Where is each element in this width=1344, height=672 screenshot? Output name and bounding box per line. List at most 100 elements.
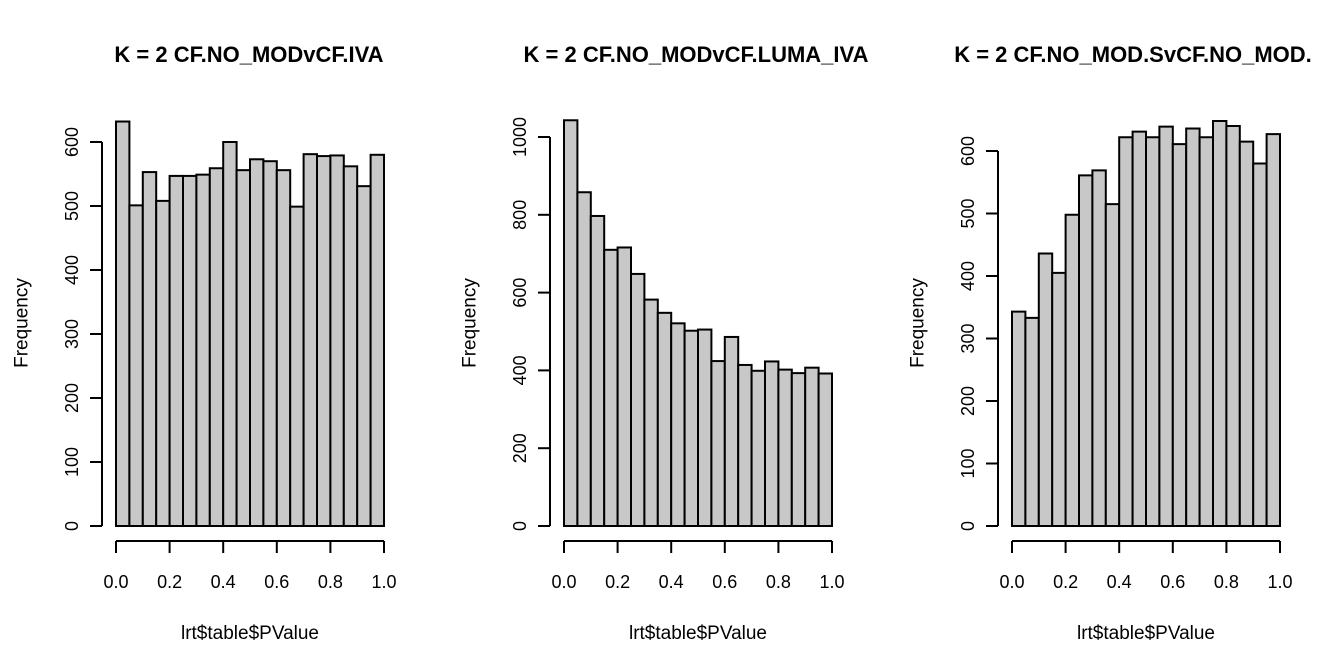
histogram-bar [603,248,619,527]
histogram-bar [817,372,833,527]
x-axis-label: lrt$table$PValue [1077,623,1215,644]
histogram-bar [222,141,238,527]
x-tick-label: 0.4 [1107,572,1132,592]
histogram-bar [670,322,686,527]
chart-title: K = 2 CF.NO_MOD.SvCF.NO_MOD. [954,42,1312,67]
y-tick-label: 100 [62,447,82,477]
y-tick-label: 300 [62,319,82,349]
histogram-bar [262,160,278,527]
histogram-bar [1104,203,1121,527]
x-tick-label: 0.0 [103,572,128,592]
histogram-bar [1265,133,1281,527]
histogram-bar [1064,213,1080,527]
y-tick-label: 600 [958,136,978,166]
histogram-bar [1252,162,1268,527]
histogram-bar [275,169,292,527]
y-tick-label: 1000 [510,117,530,157]
histogram-bar [656,311,673,527]
histogram-bar [643,298,659,527]
y-tick-label: 500 [958,198,978,228]
histogram-panel-3: K = 2 CF.NO_MOD.SvCF.NO_MOD. 0.0 0.2 0.4 0.6… [908,42,1312,644]
x-tick-label: 0.8 [318,572,343,592]
y-axis-label: Frequency [908,278,929,368]
x-tick-label: 0.2 [605,572,630,592]
histogram-bar [1238,140,1255,527]
histogram-bar [329,154,345,527]
x-tick-label: 1.0 [1267,572,1292,592]
histogram-bar [804,366,820,527]
x-tick-label: 0.6 [264,572,289,592]
x-tick-label: 0.2 [1053,572,1078,592]
x-tick-label: 0.4 [211,572,236,592]
y-axis-label: Frequency [12,278,33,368]
histogram-bar [249,158,265,527]
histogram-panel-2: K = 2 CF.NO_MODvCF.LUMA_IVA 0.0 0.2 0.4 0.6 0… [460,42,869,644]
y-tick-label: 400 [958,261,978,291]
histogram-bar [1131,130,1147,527]
histogram-bar [1011,310,1027,527]
histogram-bar [356,185,372,527]
histogram-bar [750,369,766,527]
histogram-bar [737,363,753,528]
histogram-bar [1212,120,1228,527]
histogram-bar [1225,125,1241,527]
histogram-bar [1171,143,1188,527]
histogram-bar [1051,271,1067,527]
y-tick-label: 0 [510,521,530,531]
y-tick-label: 400 [62,255,82,285]
histogram-bar [576,191,592,527]
histogram-bar [289,205,305,527]
histogram-bar [1118,136,1134,527]
y-tick-label: 600 [62,127,82,157]
histogram-bar [316,155,332,528]
x-tick-label: 1.0 [819,572,844,592]
x-tick-label: 0.8 [766,572,791,592]
histogram-bar [235,169,252,527]
x-tick-label: 0.2 [157,572,182,592]
y-tick-label: 800 [510,200,530,230]
x-tick-label: 0.0 [999,572,1024,592]
histogram-bar [195,173,211,527]
histogram-bar [1145,136,1161,527]
x-axis-label: lrt$table$PValue [629,623,767,644]
histogram-bar [589,214,606,527]
histogram-bar [1091,169,1107,527]
histogram-bar [616,246,632,527]
y-tick-label: 200 [62,383,82,413]
y-tick-label: 300 [958,323,978,353]
histogram-bar [155,199,171,527]
y-axis-label: Frequency [460,278,481,368]
histogram-bar [128,204,144,528]
y-tick-label: 0 [62,521,82,531]
x-tick-label: 0.0 [551,572,576,592]
histogram-bar [1024,316,1040,527]
histogram-bar [115,120,131,528]
histogram-bar [1185,127,1201,527]
histogram-panel-1: K = 2 CF.NO_MODvCF.IVA 0.0 0.2 0.4 0.6 0.8 1.0… [12,42,397,644]
histogram-bar [630,272,646,528]
histogram-bar [764,360,780,527]
histogram-bar [208,167,225,528]
histogram-bar [342,165,359,527]
x-tick-label: 0.6 [1160,572,1185,592]
x-tick-label: 1.0 [371,572,396,592]
histogram-bar [683,329,699,527]
histogram-bar [777,368,793,528]
y-tick-label: 200 [958,386,978,416]
histogram-bar [1078,174,1094,527]
y-tick-label: 500 [62,191,82,221]
histogram-bar [168,174,185,527]
histogram-bar [369,153,386,528]
histogram-bar [182,174,198,527]
histogram-bar [723,335,740,528]
x-axis-label: lrt$table$PValue [181,623,319,644]
y-tick-label: 0 [958,521,978,531]
histogram-bar [710,360,726,527]
x-tick-label: 0.8 [1214,572,1239,592]
chart-title: K = 2 CF.NO_MODvCF.LUMA_IVA [524,42,869,67]
y-tick-label: 200 [510,433,530,463]
histogram-bar [302,153,319,527]
histogram-bar [563,119,579,527]
histogram-bar [1198,136,1214,527]
